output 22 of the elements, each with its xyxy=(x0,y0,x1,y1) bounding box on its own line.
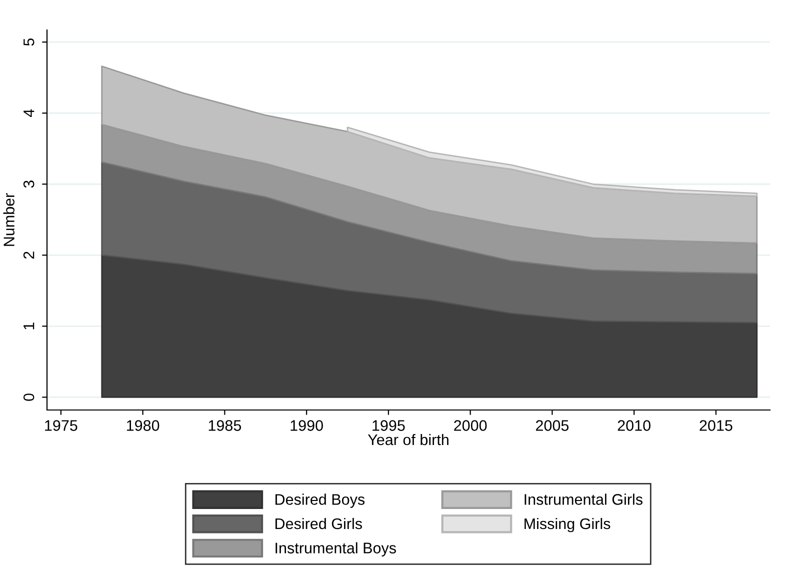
x-axis-title: Year of birth xyxy=(368,434,448,446)
y-tick-label: 2 xyxy=(23,252,34,259)
y-tick-label: 4 xyxy=(24,109,34,117)
x-tick-label: 2010 xyxy=(618,420,650,431)
y-tick-label: 5 xyxy=(24,38,34,46)
legend-label: Instrumental Girls xyxy=(524,494,642,505)
x-tick-label: 2015 xyxy=(700,420,732,431)
y-tick-label: 1 xyxy=(24,322,34,330)
legend-label: Desired Boys xyxy=(276,494,365,508)
y-tick-label: 0 xyxy=(23,394,34,401)
x-tick-label: 2005 xyxy=(536,420,569,431)
legend-label: Missing Girls xyxy=(524,518,610,532)
x-tick-label: 1980 xyxy=(126,420,160,431)
y-axis-title: Number xyxy=(3,193,14,246)
legend-label: Desired Girls xyxy=(276,518,362,530)
x-tick-label: 2000 xyxy=(454,420,487,431)
x-tick-label: 1990 xyxy=(290,420,323,431)
x-tick-label: 1985 xyxy=(208,420,242,431)
x-tick-label: 1975 xyxy=(45,420,78,431)
legend-label: Instrumental Boys xyxy=(276,542,396,556)
x-tick-label: 1995 xyxy=(372,420,405,431)
y-tick-label: 3 xyxy=(23,180,34,188)
